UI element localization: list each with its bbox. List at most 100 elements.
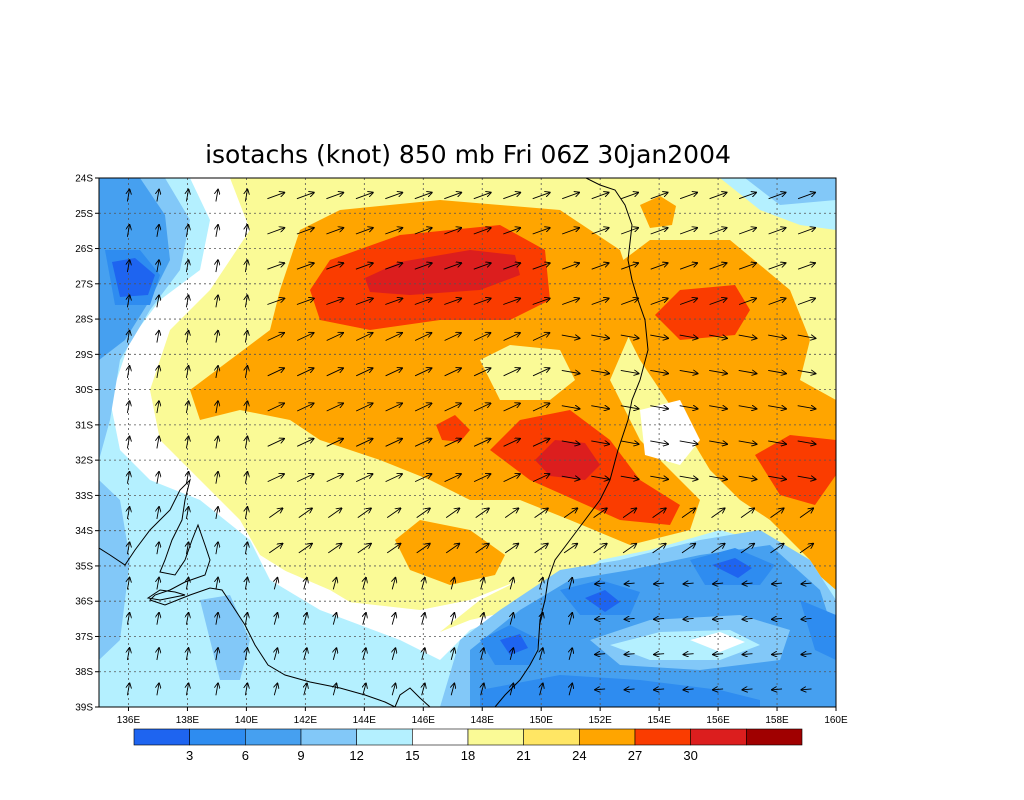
lon-tick-label: 152E xyxy=(588,715,612,726)
wind-arrow xyxy=(625,689,635,690)
wind-arrow xyxy=(385,263,402,270)
wind-arrow xyxy=(245,648,247,661)
wind-arrow xyxy=(650,406,668,409)
wind-arrow xyxy=(385,228,402,235)
wind-arrow xyxy=(385,403,402,412)
wind-arrow xyxy=(356,474,372,483)
wind-arrow xyxy=(768,193,786,200)
wind-arrow xyxy=(561,370,580,373)
wind-arrow xyxy=(743,583,753,584)
wind-arrow xyxy=(451,613,454,625)
wind-arrow xyxy=(127,542,129,555)
wind-arrow xyxy=(269,544,282,554)
wind-arrow xyxy=(713,654,724,655)
wind-arrow xyxy=(245,437,247,449)
wind-arrow xyxy=(304,613,307,625)
wind-arrow xyxy=(157,331,159,343)
wind-arrow xyxy=(797,441,816,444)
wind-arrow xyxy=(445,544,459,554)
wind-arrow xyxy=(654,689,665,690)
wind-arrow xyxy=(591,370,609,373)
wind-arrow xyxy=(709,228,727,235)
wind-arrow xyxy=(569,578,572,590)
wind-arrow xyxy=(654,583,665,584)
wind-arrow xyxy=(797,370,816,373)
wind-arrow xyxy=(650,298,668,305)
colorbar-label: 15 xyxy=(405,748,419,763)
wind-arrow xyxy=(481,684,484,696)
wind-arrow xyxy=(740,508,754,518)
wind-arrow xyxy=(157,472,159,484)
wind-arrow xyxy=(802,689,812,690)
wind-arrow xyxy=(326,193,343,200)
wind-arrow xyxy=(385,474,402,483)
wind-arrow xyxy=(416,508,430,518)
wind-arrow xyxy=(267,228,284,235)
wind-arrow xyxy=(451,648,454,661)
wind-arrow xyxy=(684,654,694,655)
wind-arrow xyxy=(355,193,373,200)
wind-arrow xyxy=(713,618,724,619)
colorbar-swatch xyxy=(412,728,469,746)
wind-arrow xyxy=(620,335,639,338)
wind-arrow xyxy=(650,335,668,338)
wind-arrow xyxy=(186,401,188,414)
wind-arrow xyxy=(709,335,727,338)
wind-arrow xyxy=(532,474,549,483)
wind-arrow xyxy=(503,333,520,341)
wind-arrow xyxy=(620,441,639,444)
wind-arrow xyxy=(709,193,727,200)
wind-arrow xyxy=(679,263,697,270)
wind-arrow xyxy=(709,263,727,270)
lon-tick-label: 160E xyxy=(824,715,848,726)
wind-arrow xyxy=(510,613,513,625)
wind-arrow xyxy=(414,263,432,270)
wind-arrow xyxy=(186,648,188,661)
wind-arrow xyxy=(385,193,402,200)
wind-arrow xyxy=(216,401,218,414)
wind-arrow xyxy=(481,578,484,590)
wind-arrow xyxy=(768,406,786,409)
wind-arrow xyxy=(127,401,129,414)
wind-arrow xyxy=(770,544,784,554)
wind-arrow xyxy=(621,228,638,235)
wind-arrow xyxy=(503,193,520,200)
wind-arrow xyxy=(797,263,815,270)
wind-arrow xyxy=(622,508,636,518)
lon-tick-label: 146E xyxy=(412,715,436,726)
wind-arrow xyxy=(269,508,282,518)
wind-arrow xyxy=(157,542,159,555)
wind-arrow xyxy=(157,296,159,308)
wind-arrow xyxy=(503,263,520,270)
wind-arrow xyxy=(216,542,218,555)
wind-arrow xyxy=(385,368,402,377)
wind-arrow xyxy=(216,684,218,696)
colorbar-swatch xyxy=(579,728,636,746)
wind-arrow xyxy=(414,298,432,305)
lat-tick-label: 32S xyxy=(75,456,93,467)
colorbar-label: 24 xyxy=(572,748,586,763)
wind-arrow xyxy=(422,684,425,696)
wind-arrow xyxy=(593,508,607,518)
wind-arrow xyxy=(157,366,159,378)
wind-arrow xyxy=(186,296,188,308)
wind-arrow xyxy=(503,368,520,377)
wind-arrow xyxy=(328,544,341,554)
wind-arrow xyxy=(510,648,513,661)
wind-arrow xyxy=(768,441,786,444)
wind-arrow xyxy=(245,296,247,308)
wind-arrow xyxy=(267,403,284,412)
plot-frame xyxy=(98,177,837,708)
wind-arrow xyxy=(328,508,341,518)
wind-arrow xyxy=(532,368,549,377)
wind-arrow xyxy=(475,508,489,518)
wind-arrow xyxy=(743,654,753,655)
wind-arrow xyxy=(127,648,129,661)
wind-arrow xyxy=(444,368,461,377)
wind-arrow xyxy=(157,648,159,661)
wind-arrow xyxy=(473,228,491,235)
lat-tick-label: 35S xyxy=(75,561,93,572)
wind-arrow xyxy=(503,403,520,412)
wind-arrow xyxy=(679,335,698,338)
wind-arrow xyxy=(357,508,371,518)
